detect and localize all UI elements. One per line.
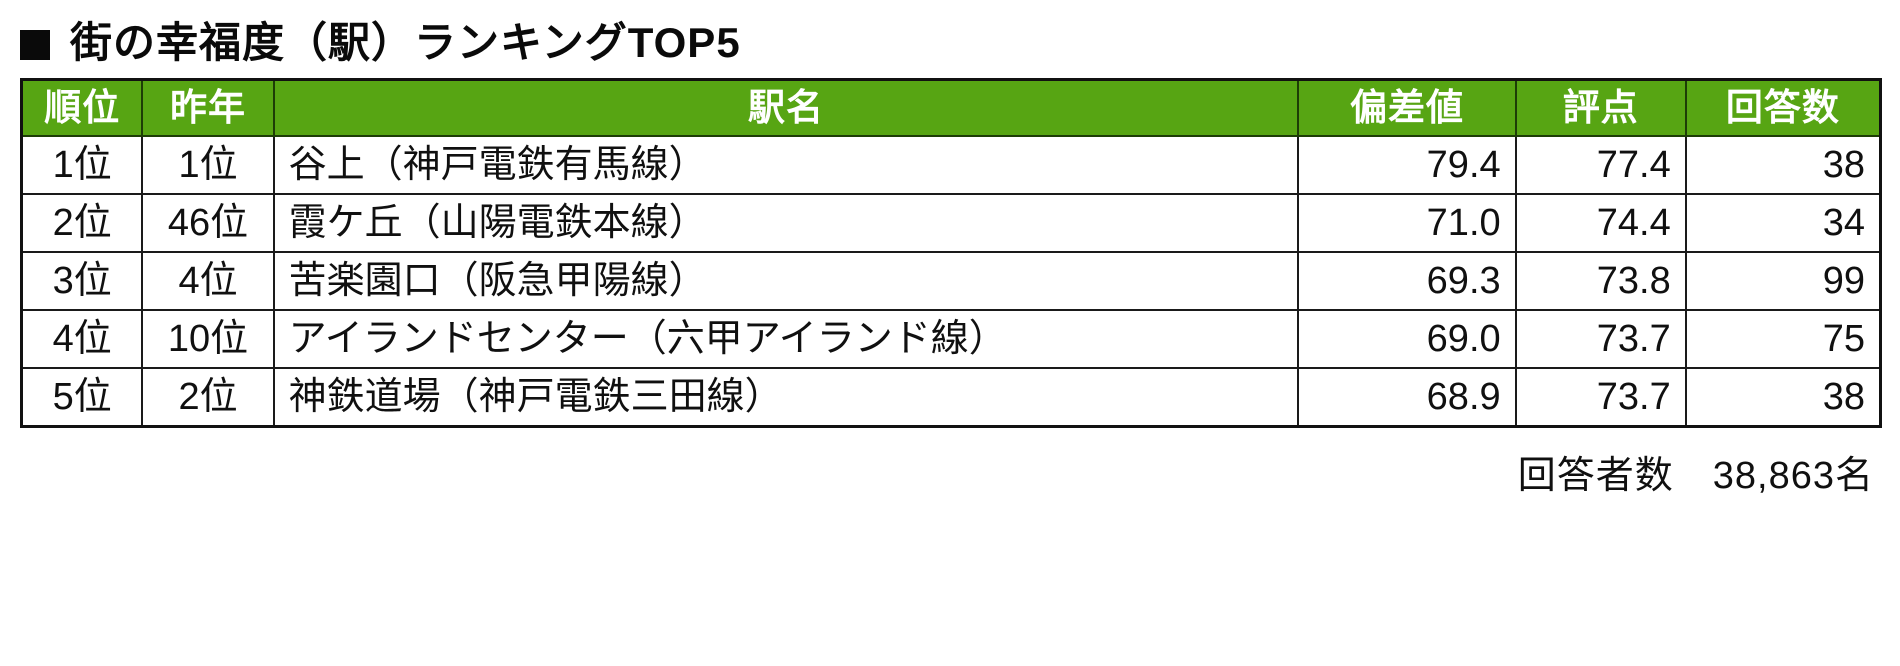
cell-deviation: 69.0 (1297, 309, 1517, 369)
cell-station: アイランドセンター（六甲アイランド線） (272, 309, 1300, 369)
cell-deviation: 69.3 (1297, 251, 1517, 311)
cell-score: 77.4 (1514, 135, 1687, 195)
cell-last-year: 4位 (141, 251, 275, 311)
cell-deviation: 79.4 (1297, 135, 1517, 195)
cell-last-year: 10位 (141, 309, 275, 369)
column-header-deviation: 偏差値 (1297, 78, 1517, 137)
cell-score: 73.7 (1514, 367, 1687, 428)
table-row: 2位 46位 霞ケ丘（山陽電鉄本線） 71.0 74.4 34 (20, 193, 1882, 253)
cell-answers: 99 (1684, 251, 1882, 311)
cell-rank: 3位 (20, 251, 144, 311)
cell-last-year: 1位 (141, 135, 275, 195)
cell-answers: 38 (1684, 367, 1882, 428)
cell-station: 神鉄道場（神戸電鉄三田線） (272, 367, 1300, 428)
page-title: 街の幸福度（駅）ランキングTOP5 (0, 0, 1900, 78)
table-body: 1位 1位 谷上（神戸電鉄有馬線） 79.4 77.4 38 2位 46位 霞ケ… (20, 135, 1882, 428)
cell-rank: 1位 (20, 135, 144, 195)
cell-station: 霞ケ丘（山陽電鉄本線） (272, 193, 1300, 253)
cell-rank: 2位 (20, 193, 144, 253)
cell-station: 苦楽園口（阪急甲陽線） (272, 251, 1300, 311)
page-title-text: 街の幸福度（駅）ランキングTOP5 (70, 19, 741, 66)
cell-deviation: 68.9 (1297, 367, 1517, 428)
footer: 回答者数 38,863名 (0, 428, 1900, 499)
cell-answers: 75 (1684, 309, 1882, 369)
cell-deviation: 71.0 (1297, 193, 1517, 253)
table-row: 3位 4位 苦楽園口（阪急甲陽線） 69.3 73.8 99 (20, 251, 1882, 311)
cell-answers: 38 (1684, 135, 1882, 195)
cell-last-year: 46位 (141, 193, 275, 253)
table-header: 順位 昨年 駅名 偏差値 評点 回答数 (20, 78, 1882, 137)
cell-score: 74.4 (1514, 193, 1687, 253)
cell-score: 73.7 (1514, 309, 1687, 369)
table-row: 4位 10位 アイランドセンター（六甲アイランド線） 69.0 73.7 75 (20, 309, 1882, 369)
ranking-table-container: 順位 昨年 駅名 偏差値 評点 回答数 1位 1位 谷上（神戸電鉄有馬線） 79… (0, 78, 1900, 428)
column-header-station: 駅名 (272, 78, 1300, 137)
column-header-rank: 順位 (20, 78, 144, 137)
column-header-last-year: 昨年 (141, 78, 275, 137)
cell-answers: 34 (1684, 193, 1882, 253)
respondents-total: 回答者数 38,863名 (1517, 455, 1874, 497)
table-row: 5位 2位 神鉄道場（神戸電鉄三田線） 68.9 73.7 38 (20, 367, 1882, 428)
cell-station: 谷上（神戸電鉄有馬線） (272, 135, 1300, 195)
table-row: 1位 1位 谷上（神戸電鉄有馬線） 79.4 77.4 38 (20, 135, 1882, 195)
cell-last-year: 2位 (141, 367, 275, 428)
table-header-row: 順位 昨年 駅名 偏差値 評点 回答数 (20, 78, 1882, 137)
cell-rank: 4位 (20, 309, 144, 369)
column-header-score: 評点 (1514, 78, 1687, 137)
square-bullet-icon (20, 30, 50, 60)
column-header-answers: 回答数 (1684, 78, 1882, 137)
ranking-table: 順位 昨年 駅名 偏差値 評点 回答数 1位 1位 谷上（神戸電鉄有馬線） 79… (20, 78, 1882, 428)
cell-score: 73.8 (1514, 251, 1687, 311)
cell-rank: 5位 (20, 367, 144, 428)
